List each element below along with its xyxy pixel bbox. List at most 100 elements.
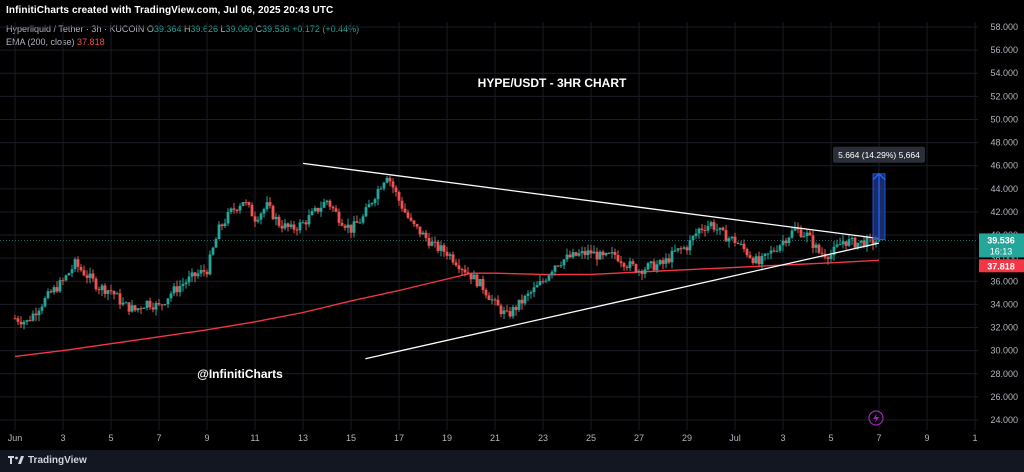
- time-axis[interactable]: Jun 3 5 7 9 11 13 15 17 19 21 23 25 27 29 Jul 3 5 7 9 1: [8, 433, 978, 443]
- candle-body: [289, 224, 293, 227]
- countdown-text: 16:13: [990, 246, 1013, 256]
- candle-body: [607, 252, 611, 254]
- price-chart[interactable]: 24.000 26.000 28.000 30.000 32.000 34.000 36.0…: [0, 0, 1024, 450]
- candle-body: [61, 280, 65, 282]
- candle-body: [202, 270, 206, 272]
- candle-body: [112, 290, 116, 295]
- candle-body: [529, 292, 533, 294]
- candle-body: [613, 251, 617, 256]
- candle-body: [220, 224, 224, 227]
- candle-body: [571, 252, 575, 258]
- candle-body: [496, 299, 500, 306]
- candle-body: [280, 225, 284, 229]
- candle-body: [259, 213, 263, 220]
- candle-body: [244, 202, 248, 204]
- watermark-text: @InfinitiCharts: [197, 367, 283, 381]
- candle-body: [769, 250, 773, 254]
- candle-body: [472, 274, 476, 280]
- candle-body: [403, 208, 407, 213]
- candle-body: [262, 209, 266, 214]
- candle-body: [535, 285, 539, 288]
- created-by-text: InfinitiCharts created with TradingView.…: [6, 5, 334, 16]
- y-tick-label: 52.000: [990, 91, 1018, 101]
- candle-body: [217, 224, 221, 240]
- y-tick-label: 54.000: [990, 68, 1018, 78]
- y-tick-label: 56.000: [990, 45, 1018, 55]
- candle-body: [85, 275, 89, 278]
- lightning-icon[interactable]: [868, 410, 884, 426]
- candle-body: [478, 278, 482, 287]
- candle-body: [850, 237, 854, 240]
- candle-body: [409, 217, 413, 221]
- candle-body: [388, 177, 392, 182]
- candle-body: [559, 265, 563, 267]
- candle-body: [694, 233, 698, 236]
- candle-body: [730, 236, 734, 239]
- candle-body: [367, 204, 371, 208]
- candle-body: [103, 285, 107, 294]
- candle-body: [859, 240, 863, 243]
- candle-body: [874, 241, 878, 244]
- candle-body: [619, 261, 623, 264]
- candle-body: [820, 252, 824, 254]
- candle-body: [877, 240, 881, 242]
- candle-body: [598, 251, 602, 260]
- candle-body: [22, 321, 26, 325]
- candle-body: [313, 207, 317, 212]
- lower-trendline[interactable]: [365, 242, 880, 360]
- candle-body: [442, 245, 446, 252]
- candle-body: [250, 204, 254, 217]
- symbol-legend[interactable]: Hyperliquid / Tether · 3h · KUCOIN O39.3…: [6, 24, 359, 34]
- x-tick-label: Jul: [729, 433, 741, 443]
- candle-body: [151, 307, 155, 310]
- ema-legend[interactable]: EMA (200, close) 37.818: [6, 37, 105, 47]
- candle-body: [100, 285, 104, 291]
- candle-body: [745, 249, 749, 256]
- candle-body: [121, 302, 125, 305]
- x-tick-label: 7: [876, 433, 881, 443]
- candle-body: [214, 239, 218, 248]
- candle-body: [592, 251, 596, 254]
- candle-body: [400, 200, 404, 209]
- tradingview-logo-icon: [8, 456, 24, 465]
- tradingview-logo[interactable]: TradingView: [8, 455, 87, 466]
- candle-body: [532, 287, 536, 293]
- candle-body: [520, 299, 524, 304]
- candle-body: [622, 263, 626, 267]
- upper-trendline[interactable]: [302, 162, 880, 240]
- candle-body: [49, 291, 53, 293]
- candle-body: [493, 299, 497, 301]
- ema-layer: [14, 259, 880, 358]
- candle-body: [754, 256, 758, 264]
- candle-body: [688, 240, 692, 251]
- candle-body: [37, 310, 41, 316]
- candle-body: [295, 229, 299, 231]
- open-label: O: [146, 24, 154, 34]
- candle-body: [397, 191, 401, 201]
- candle-body: [232, 208, 236, 210]
- candle-body: [712, 222, 716, 230]
- candle-body: [448, 254, 452, 256]
- candle-body: [709, 222, 713, 226]
- x-tick-label: 19: [442, 433, 452, 443]
- candle-body: [136, 308, 140, 311]
- candle-body: [736, 243, 740, 245]
- change-value: +0.172 (+0.44%): [292, 24, 360, 34]
- candle-body: [292, 224, 296, 230]
- candle-body: [376, 189, 380, 200]
- candle-body: [808, 232, 812, 236]
- candle-body: [706, 225, 710, 231]
- candle-body: [799, 229, 803, 238]
- candle-body: [727, 238, 731, 242]
- candle-body: [856, 242, 860, 248]
- candle-body: [805, 232, 809, 237]
- candle-body: [637, 270, 641, 273]
- candle-body: [661, 260, 665, 264]
- candle-body: [685, 247, 689, 251]
- candle-body: [76, 259, 80, 267]
- candle-body: [853, 237, 857, 248]
- y-tick-label: 28.000: [990, 369, 1018, 379]
- candle-body: [538, 281, 542, 286]
- candle-body: [304, 222, 308, 225]
- candle-body: [106, 290, 110, 294]
